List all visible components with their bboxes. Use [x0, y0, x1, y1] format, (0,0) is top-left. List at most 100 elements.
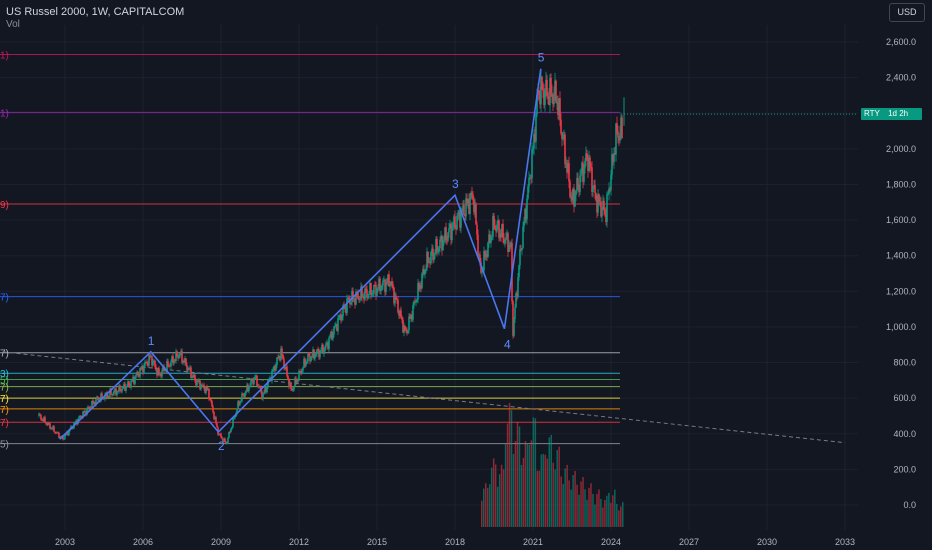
candle-body [363, 296, 365, 300]
candle-body [427, 251, 429, 263]
candle-body [247, 384, 249, 391]
volume-indicator-label[interactable]: Vol [6, 19, 20, 30]
candle-body [297, 379, 299, 381]
candle-body [50, 427, 52, 429]
candle-body [250, 379, 252, 386]
volume-bar [574, 470, 576, 527]
candle-body [600, 201, 602, 217]
candle-body [473, 199, 475, 213]
candle-body [390, 281, 392, 286]
candle-body [617, 131, 619, 138]
candle-body [485, 254, 487, 258]
candle-body [312, 349, 314, 357]
candle-body [439, 239, 441, 249]
candle-body [265, 387, 267, 392]
x-tick-label: 2021 [523, 537, 543, 547]
candle-body [353, 298, 355, 300]
candle-body [292, 389, 294, 391]
candle-body [608, 188, 610, 195]
candle-body [75, 420, 77, 423]
candle-body [331, 331, 333, 339]
volume-bar [552, 462, 554, 527]
candle-body [228, 431, 230, 438]
candle-body [223, 438, 225, 442]
candle-body [129, 385, 131, 388]
candle-body [506, 233, 508, 238]
volume-bar [620, 506, 622, 527]
candle-body [423, 269, 425, 275]
x-axis: 2003 2006 2009 2012 2015 2018 2021 2024 2027 2030… [55, 537, 855, 547]
candle-body [411, 314, 413, 320]
candle-body [415, 301, 417, 303]
candle-body [551, 92, 553, 97]
candle-body [119, 385, 121, 391]
candle-body [539, 93, 541, 105]
candle-body [429, 261, 431, 264]
candle-body [231, 427, 233, 429]
candle-body [379, 278, 381, 292]
candle-body [487, 242, 489, 257]
candle-body [196, 380, 198, 386]
level-edge-label: 3) [0, 369, 9, 380]
candle-body [514, 307, 516, 320]
candle-body [470, 192, 472, 198]
candle-body [214, 417, 216, 419]
candle-body [150, 356, 152, 358]
trend-dashed-line [2, 351, 846, 444]
candle-body [248, 387, 250, 391]
candle-body [451, 226, 453, 241]
candle-body [433, 254, 435, 261]
candle-body [152, 361, 154, 366]
candle-body [575, 191, 577, 196]
candle-body [370, 282, 372, 296]
candle-body [361, 286, 363, 298]
volume-bar [528, 444, 531, 527]
candle-body [224, 438, 226, 442]
candle-body [38, 414, 40, 416]
candle-body [532, 148, 534, 150]
candle-body [520, 249, 522, 250]
candle-body [96, 396, 98, 399]
candle-body [302, 367, 304, 371]
candle-body [414, 301, 416, 303]
volume-bar [490, 467, 493, 527]
candle-body [160, 373, 162, 377]
candle-body [536, 94, 538, 115]
candle-body [466, 198, 468, 203]
x-tick-label: 2027 [679, 537, 699, 547]
candle-body [201, 384, 203, 386]
currency-button[interactable]: USD [889, 3, 925, 22]
wave-path [59, 68, 542, 440]
level-edge-label: 1) [0, 50, 9, 61]
candle-body [492, 215, 494, 237]
candle-body [314, 356, 316, 359]
candle-body [179, 353, 181, 356]
candle-body [139, 368, 141, 377]
candle-body [362, 296, 364, 298]
candle-body [86, 408, 88, 415]
candle-body [490, 237, 492, 243]
volume-bar [496, 486, 499, 527]
candle-body [253, 377, 255, 384]
candle-body [585, 153, 587, 161]
candle-body [56, 432, 58, 434]
candle-body [453, 216, 455, 226]
candle-body [332, 334, 334, 339]
volume-bar [588, 487, 590, 527]
candle-body [296, 379, 298, 383]
candle-body [570, 196, 572, 198]
candle-body [83, 411, 85, 413]
candle-body [141, 366, 143, 369]
candle-body [548, 96, 550, 106]
candle-body [559, 98, 561, 120]
candle-body [417, 283, 419, 300]
candle-body [425, 268, 427, 271]
candle-body [323, 351, 325, 354]
candle-body [175, 351, 177, 361]
candle-body [188, 368, 190, 370]
candle-body [218, 434, 220, 436]
candle-body [328, 337, 330, 349]
candle-body [65, 433, 67, 436]
candle-body [616, 123, 618, 132]
